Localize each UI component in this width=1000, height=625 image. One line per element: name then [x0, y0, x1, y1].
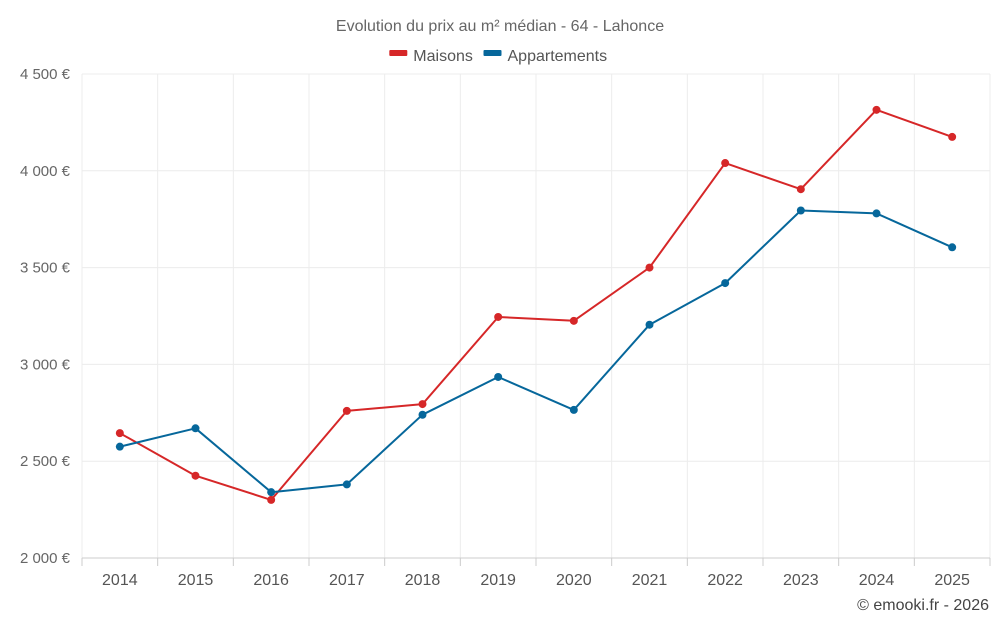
data-point-maisons[interactable]	[569, 316, 578, 325]
legend: Maisons Appartements	[389, 48, 607, 65]
data-point-appartements[interactable]	[645, 320, 654, 329]
x-tick-label: 2021	[632, 572, 668, 589]
data-point-appartements[interactable]	[796, 206, 805, 215]
data-point-maisons[interactable]	[342, 406, 351, 415]
data-point-appartements[interactable]	[872, 209, 881, 218]
x-tick-label: 2015	[178, 572, 214, 589]
data-point-maisons[interactable]	[948, 132, 957, 141]
legend-swatch	[483, 50, 502, 56]
data-point-maisons[interactable]	[115, 429, 124, 438]
data-point-appartements[interactable]	[569, 405, 578, 414]
x-tick-label: 2023	[783, 572, 819, 589]
x-tick-label: 2020	[556, 572, 592, 589]
y-tick-label: 4 000 €	[20, 163, 71, 180]
x-axis-ticks: 2014 2015 2016 2017 2018 2019 2020 2021 2022 2023…	[102, 572, 970, 589]
x-tick-label: 2016	[253, 572, 289, 589]
x-tick-label: 2024	[859, 572, 895, 589]
y-tick-label: 2 500 €	[20, 453, 71, 470]
legend-label: Appartements	[508, 48, 608, 65]
x-tick-label: 2019	[480, 572, 516, 589]
data-point-maisons[interactable]	[494, 312, 503, 321]
series-line-maisons	[119, 108, 953, 501]
legend-swatch	[389, 50, 408, 56]
data-point-appartements[interactable]	[115, 442, 124, 451]
data-point-maisons[interactable]	[645, 263, 654, 272]
data-point-appartements[interactable]	[191, 424, 200, 433]
grid	[81, 73, 991, 566]
data-point-appartements[interactable]	[494, 372, 503, 381]
series-line-appartements	[119, 209, 953, 494]
y-tick-label: 4 500 €	[20, 66, 71, 83]
data-point-appartements[interactable]	[948, 243, 957, 252]
y-axis-ticks: 2 000 € 2 500 € 3 000 € 3 500 € 4 000 € 4 500…	[20, 66, 71, 567]
data-point-maisons[interactable]	[796, 185, 805, 194]
chart-title: Evolution du prix au m² médian - 64 - La…	[336, 18, 664, 35]
data-point-maisons[interactable]	[872, 105, 881, 114]
x-tick-label: 2018	[405, 572, 441, 589]
data-point-maisons[interactable]	[267, 495, 276, 504]
x-tick-label: 2017	[329, 572, 365, 589]
series-group	[115, 105, 957, 504]
legend-label: Maisons	[413, 48, 473, 65]
data-point-appartements[interactable]	[721, 279, 730, 288]
data-point-maisons[interactable]	[418, 400, 427, 409]
y-tick-label: 3 000 €	[20, 356, 71, 373]
credit-text: © emooki.fr - 2026	[857, 597, 989, 614]
x-tick-label: 2022	[707, 572, 743, 589]
data-point-appartements[interactable]	[342, 480, 351, 489]
data-point-maisons[interactable]	[191, 471, 200, 480]
y-tick-label: 2 000 €	[20, 550, 71, 567]
legend-item-appartements[interactable]: Appartements	[483, 48, 608, 65]
y-tick-label: 3 500 €	[20, 260, 71, 277]
x-tick-label: 2025	[934, 572, 970, 589]
data-point-appartements[interactable]	[418, 410, 427, 419]
x-tick-label: 2014	[102, 572, 138, 589]
data-point-appartements[interactable]	[267, 488, 276, 497]
data-point-maisons[interactable]	[721, 159, 730, 168]
legend-item-maisons[interactable]: Maisons	[389, 48, 473, 65]
